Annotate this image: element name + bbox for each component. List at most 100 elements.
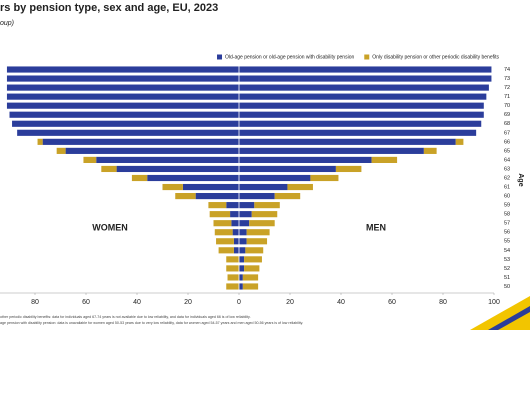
age-label: 74 — [504, 67, 510, 73]
bar — [6, 93, 240, 100]
bar — [218, 247, 234, 254]
bar — [239, 183, 288, 191]
bar — [244, 265, 260, 272]
bar — [239, 111, 484, 118]
bar — [101, 165, 117, 173]
bar — [6, 84, 240, 91]
age-label: 70 — [504, 103, 510, 109]
women-label: WOMEN — [92, 222, 128, 232]
bar — [131, 174, 148, 182]
bar — [455, 138, 464, 145]
age-label: 69 — [504, 112, 510, 118]
bar — [249, 220, 275, 227]
bar — [310, 174, 339, 182]
bar — [42, 138, 240, 145]
bar — [239, 84, 489, 91]
bar — [147, 174, 239, 182]
age-label: 71 — [504, 94, 510, 100]
age-label: 65 — [504, 148, 510, 154]
bar — [17, 129, 240, 136]
bar — [231, 220, 239, 227]
bar — [239, 229, 247, 236]
bar — [230, 211, 239, 218]
bar — [239, 165, 336, 173]
legend-swatch — [217, 54, 223, 60]
bar — [209, 211, 231, 218]
legend-label: Old-age pension or old-age pension with … — [225, 54, 354, 60]
chart-subtitle: oup) — [0, 20, 14, 27]
age-label: 53 — [504, 257, 510, 263]
bar — [226, 202, 239, 209]
bar — [239, 220, 250, 227]
age-label: 50 — [504, 284, 510, 290]
bar — [239, 202, 255, 209]
x-tick-label: 80 — [31, 299, 39, 306]
age-label: 51 — [504, 275, 510, 281]
bar — [239, 256, 245, 263]
bar — [6, 102, 240, 109]
bar — [12, 120, 239, 127]
bar — [213, 220, 232, 227]
bar — [423, 147, 437, 154]
bar — [239, 283, 243, 290]
age-label: 57 — [504, 221, 510, 227]
x-tick-label: 20 — [184, 299, 192, 306]
bar — [246, 229, 270, 236]
bar — [239, 238, 247, 245]
age-label: 61 — [504, 184, 510, 190]
bar — [226, 283, 239, 290]
age-label: 73 — [504, 76, 510, 82]
bar — [182, 183, 239, 191]
bar — [226, 256, 239, 263]
bar — [233, 247, 239, 254]
x-tick-label: 20 — [286, 299, 294, 306]
bar — [254, 202, 280, 209]
bar — [216, 238, 234, 245]
bar — [287, 183, 313, 191]
legend-label: Only disability pension or other periodi… — [372, 54, 499, 60]
y-axis-label: Age — [517, 173, 524, 186]
bar — [208, 202, 227, 209]
age-label: 68 — [504, 121, 510, 127]
bar — [239, 265, 245, 272]
bar — [239, 129, 477, 136]
bar — [239, 274, 243, 281]
men-label: MEN — [366, 222, 386, 232]
bar — [239, 156, 372, 163]
bar — [239, 174, 311, 182]
bar — [65, 147, 239, 154]
bar — [239, 75, 492, 82]
bar — [56, 147, 66, 154]
x-tick-label: 60 — [82, 299, 90, 306]
bar — [37, 138, 43, 145]
bar — [195, 193, 239, 200]
bar — [274, 193, 301, 200]
age-label: 55 — [504, 239, 510, 245]
logo — [470, 296, 530, 330]
bar — [239, 66, 492, 73]
chart-title: rs by pension type, sex and age, EU, 202… — [0, 2, 218, 14]
bar — [239, 247, 246, 254]
bar — [251, 211, 278, 218]
age-label: 60 — [504, 194, 510, 200]
bar — [9, 111, 239, 118]
age-label: 63 — [504, 166, 510, 172]
bar — [239, 102, 484, 109]
bar — [239, 138, 456, 145]
age-label: 64 — [504, 157, 510, 163]
x-tick-label: 100 — [488, 299, 500, 306]
x-tick-label: 0 — [237, 299, 241, 306]
bar — [162, 183, 183, 191]
bar — [239, 147, 424, 154]
age-label: 66 — [504, 139, 510, 145]
bar — [371, 156, 398, 163]
x-tick-label: 40 — [133, 299, 141, 306]
age-label: 52 — [504, 266, 510, 272]
bar — [175, 193, 196, 200]
bar — [246, 238, 268, 245]
age-label: 72 — [504, 85, 510, 91]
x-tick-label: 60 — [388, 299, 396, 306]
bar — [116, 165, 239, 173]
footnote: other periodic disability benefits: data… — [0, 315, 251, 319]
